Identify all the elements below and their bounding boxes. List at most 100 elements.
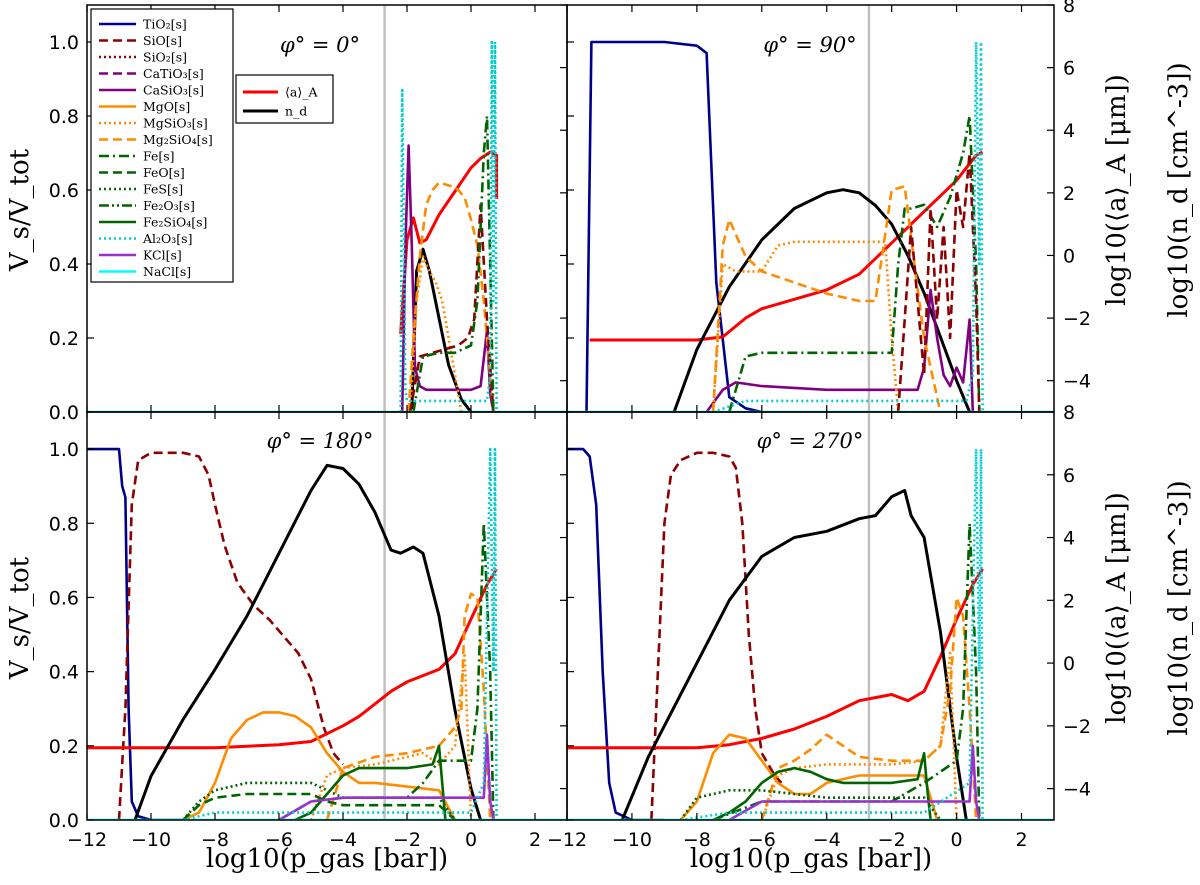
series-sio-s-: SiO[s] xyxy=(896,151,981,412)
x-tick-label: −6 xyxy=(265,829,293,851)
series-tio-s-: TiO₂[s] xyxy=(87,447,183,820)
x-tick-label: −12 xyxy=(67,829,107,851)
x-tick-label: −8 xyxy=(201,829,229,851)
x-tick-label: −4 xyxy=(329,829,357,851)
y-right-axis-label-a: log10(⟨a⟩_A [μm]) xyxy=(1102,74,1132,306)
legend-label: TiO₂[s] xyxy=(143,17,187,32)
legend-label: FeS[s] xyxy=(143,182,183,197)
panel-0: ⟨a⟩_An_dCaSiO₃[s]Mg₂SiO₄[s]MgSiO₃[s]SiO[… xyxy=(49,4,568,424)
series-n-d: n_d xyxy=(620,489,968,820)
legend-label: Fe₂O₃[s] xyxy=(143,198,195,213)
series--a-a: ⟨a⟩_A xyxy=(589,150,984,342)
x-tick-label: −8 xyxy=(683,829,711,851)
series-sio-s-: SiO[s] xyxy=(650,451,783,820)
y-right-tick-label: 8 xyxy=(1063,402,1075,424)
series-kcl-s-: KCl[s] xyxy=(278,733,495,820)
y-left-tick-label: 0.6 xyxy=(49,180,79,202)
y-right-axis-label-a: log10(⟨a⟩_A [μm]) xyxy=(1102,492,1132,724)
series-mgsio-s-: MgSiO₃[s] xyxy=(309,651,473,820)
series-al-o-s-: Al₂O₃[s] xyxy=(712,40,984,412)
series-fe-sio-s-: Fe₂SiO₄[s] xyxy=(712,751,932,820)
series-sio-s-: SiO[s] xyxy=(117,451,344,820)
legend-label: Al₂O₃[s] xyxy=(142,231,192,246)
x-tick-label: −10 xyxy=(131,829,171,851)
y-right-axis-label-n: log10(n_d [cm^-3]) xyxy=(1164,62,1194,317)
panel-title: φ° = 180° xyxy=(267,429,374,453)
x-tick-label: 0 xyxy=(465,829,477,851)
series-mgsio-s-: MgSiO₃[s] xyxy=(408,255,463,412)
series-mgsio-s-: MgSiO₃[s] xyxy=(711,240,900,412)
x-tick-label: 2 xyxy=(1015,829,1027,851)
series-kcl-s-: KCl[s] xyxy=(728,744,981,820)
y-left-tick-label: 0.4 xyxy=(49,254,79,276)
y-left-tick-label: 1.0 xyxy=(49,439,79,461)
y-left-axis-label: V_s/V_tot xyxy=(5,148,35,272)
y-left-tick-label: 1.0 xyxy=(49,32,79,54)
y-left-tick-label: 0.2 xyxy=(49,736,79,758)
y-left-tick-label: 0.0 xyxy=(49,810,79,832)
y-right-tick-label: 6 xyxy=(1063,465,1075,487)
x-tick-label: −2 xyxy=(878,829,906,851)
x-axis-label: log10(p_gas [bar]) xyxy=(206,844,448,874)
x-axis-label: log10(p_gas [bar]) xyxy=(690,844,932,874)
y-left-tick-label: 0.2 xyxy=(49,328,79,350)
species-legend: TiO₂[s]SiO[s]SiO₂[s]CaTiO₃[s]CaSiO₃[s]Mg… xyxy=(90,8,234,283)
series-al-o-s-: Al₂O₃[s] xyxy=(399,40,498,412)
legend-label: n_d xyxy=(285,104,307,119)
x-tick-label: −12 xyxy=(547,829,587,851)
legend-label: CaTiO₃[s] xyxy=(143,66,204,81)
series-mgo-s-: MgO[s] xyxy=(182,711,457,820)
series-tio-s-: TiO₂[s] xyxy=(567,447,665,820)
series-sio-s-: SiO[s] xyxy=(408,203,495,412)
x-tick-label: −10 xyxy=(612,829,652,851)
series-mgo-s-: MgO[s] xyxy=(679,733,939,820)
legend-label: MgSiO₃[s] xyxy=(143,116,208,131)
panel-1: TiO₂[s]⟨a⟩_An_dCaSiO₃[s]Mg₂SiO₄[s]MgSiO₃… xyxy=(566,0,1091,413)
y-left-tick-label: 0.0 xyxy=(49,402,79,424)
y-right-tick-label: −4 xyxy=(1063,779,1091,801)
y-right-tick-label: 0 xyxy=(1063,653,1075,675)
series-mg-sio-s-: Mg₂SiO₄[s] xyxy=(711,185,942,412)
panel-title: φ° = 0° xyxy=(280,33,360,57)
series-mg-sio-s-: Mg₂SiO₄[s] xyxy=(760,596,978,820)
series-al-o-s-: Al₂O₃[s] xyxy=(680,447,984,820)
x-tick-label: −4 xyxy=(813,829,841,851)
series-fe-s-: Fe[s] xyxy=(728,114,981,412)
legend-label: Mg₂SiO₄[s] xyxy=(143,132,213,147)
y-right-tick-label: 8 xyxy=(1063,0,1075,17)
series-feo-s-: FeO[s] xyxy=(182,792,456,820)
property-legend: ⟨a⟩_A n_d xyxy=(235,74,334,124)
y-left-tick-label: 0.8 xyxy=(49,513,79,535)
panel-title: φ° = 270° xyxy=(757,429,864,453)
series-fe-s-: Fe[s] xyxy=(412,114,495,412)
legend-label: NaCl[s] xyxy=(143,264,191,279)
series-mg-sio-s-: Mg₂SiO₄[s] xyxy=(325,592,492,820)
y-right-tick-label: 2 xyxy=(1063,183,1075,205)
panel-frame xyxy=(566,411,1055,821)
x-tick-label: 0 xyxy=(951,829,963,851)
y-right-tick-label: 0 xyxy=(1063,245,1075,267)
legend-label: MgO[s] xyxy=(143,99,190,114)
y-right-tick-label: 6 xyxy=(1063,58,1075,80)
y-left-axis-label: V_s/V_tot xyxy=(5,556,35,680)
legend-label: ⟨a⟩_A xyxy=(285,85,318,100)
legend-label: SiO₂[s] xyxy=(143,50,187,65)
y-left-tick-label: 0.4 xyxy=(49,662,79,684)
x-tick-label: 2 xyxy=(529,829,541,851)
legend-label: SiO[s] xyxy=(143,33,182,48)
y-right-tick-label: 4 xyxy=(1063,528,1075,550)
panel-2: TiO₂[s]SiO[s]⟨a⟩_An_dMgO[s]Mg₂SiO₄[s]MgS… xyxy=(49,411,568,851)
series-al-o-s-: Al₂O₃[s] xyxy=(182,447,498,820)
legend-label: Fe₂SiO₄[s] xyxy=(143,215,207,230)
series-mgsio-s-: MgSiO₃[s] xyxy=(760,651,958,820)
series-casio-s-: CaSiO₃[s] xyxy=(705,288,975,412)
y-right-tick-label: −4 xyxy=(1063,371,1091,393)
series-fe-s-: Fe[s] xyxy=(278,521,495,820)
y-right-tick-label: 4 xyxy=(1063,120,1075,142)
y-left-tick-label: 0.6 xyxy=(49,587,79,609)
x-tick-label: −6 xyxy=(748,829,776,851)
series-tio-s-: TiO₂[s] xyxy=(585,40,763,412)
panel-title: φ° = 90° xyxy=(763,33,856,57)
legend-label: FeO[s] xyxy=(143,165,185,180)
